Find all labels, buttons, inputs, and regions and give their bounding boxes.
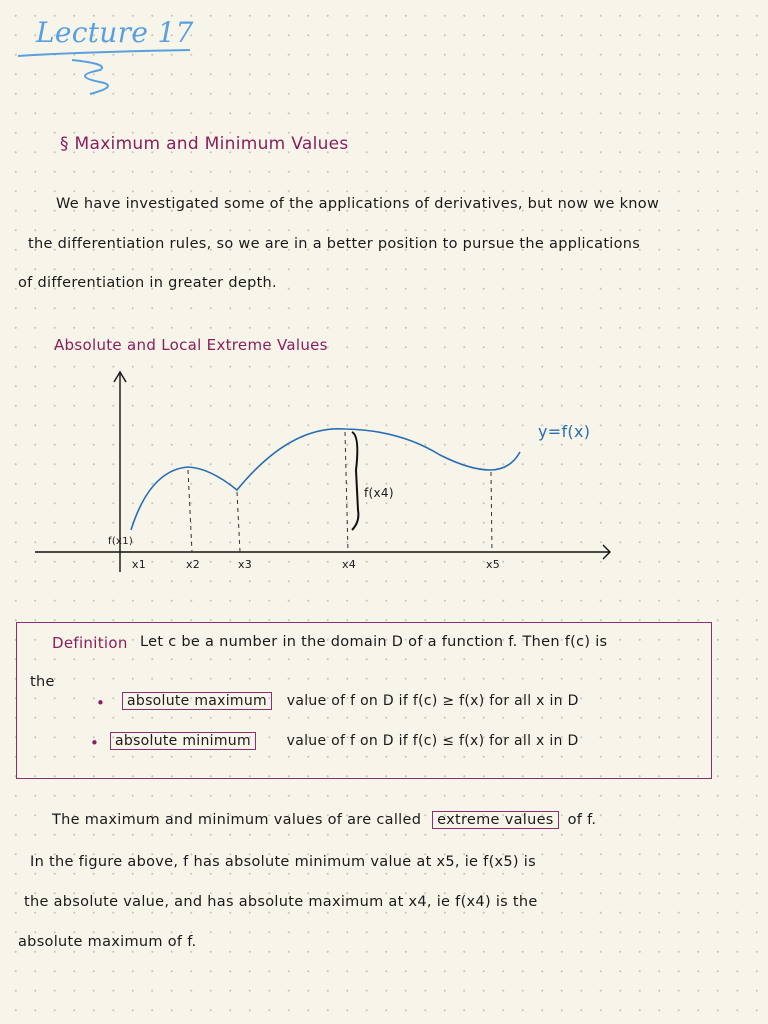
function-curve	[130, 428, 521, 531]
closing-line-1-end: of f.	[567, 812, 597, 828]
closing-line-2: In the figure above, f has absolute mini…	[30, 854, 536, 870]
intro-line-2: the differentiation rules, so we are in …	[28, 236, 641, 252]
x-label-1: x1	[132, 558, 147, 571]
lecture-title: Lecture 17	[36, 16, 194, 49]
definition-continuation: the	[30, 674, 55, 690]
term-extreme-values: extreme values	[432, 811, 559, 829]
intro-line-3: of differentiation in greater depth.	[18, 275, 277, 291]
definition-item-min: absolute minimum value of f on D if f(c)…	[110, 732, 579, 750]
x-label-2: x2	[186, 558, 201, 571]
x-label-4: x4	[342, 558, 357, 571]
brace-label: f(x4)	[364, 486, 394, 500]
closing-line-4: absolute maximum of f.	[18, 934, 197, 950]
bullet-icon: •	[96, 694, 106, 712]
subheading: Absolute and Local Extreme Values	[54, 336, 328, 354]
term-absolute-minimum: absolute minimum	[110, 732, 256, 750]
x-label-3: x3	[238, 558, 253, 571]
closing-line-1: The maximum and minimum values of are ca…	[52, 811, 597, 829]
curve-label: y=f(x)	[538, 422, 591, 441]
definition-label: Definition	[52, 634, 128, 652]
intro-line-1: We have investigated some of the applica…	[56, 196, 660, 212]
closing-line-1-text: The maximum and minimum values of are ca…	[52, 812, 422, 828]
bullet-icon: •	[90, 734, 100, 752]
brace	[351, 431, 360, 531]
origin-label: f(x1)	[108, 536, 134, 547]
closing-line-3: the absolute value, and has absolute max…	[24, 894, 538, 910]
x-label-5: x5	[486, 558, 501, 571]
section-heading: § Maximum and Minimum Values	[60, 134, 349, 154]
definition-item-max-text: value of f on D if f(c) ≥ f(x) for all x…	[286, 693, 579, 709]
definition-item-max: absolute maximum value of f on D if f(c)…	[122, 692, 579, 710]
definition-text: Let c be a number in the domain D of a f…	[140, 634, 608, 650]
term-absolute-maximum: absolute maximum	[122, 692, 272, 710]
definition-box	[16, 622, 712, 779]
definition-item-min-text: value of f on D if f(c) ≤ f(x) for all x…	[286, 733, 579, 749]
